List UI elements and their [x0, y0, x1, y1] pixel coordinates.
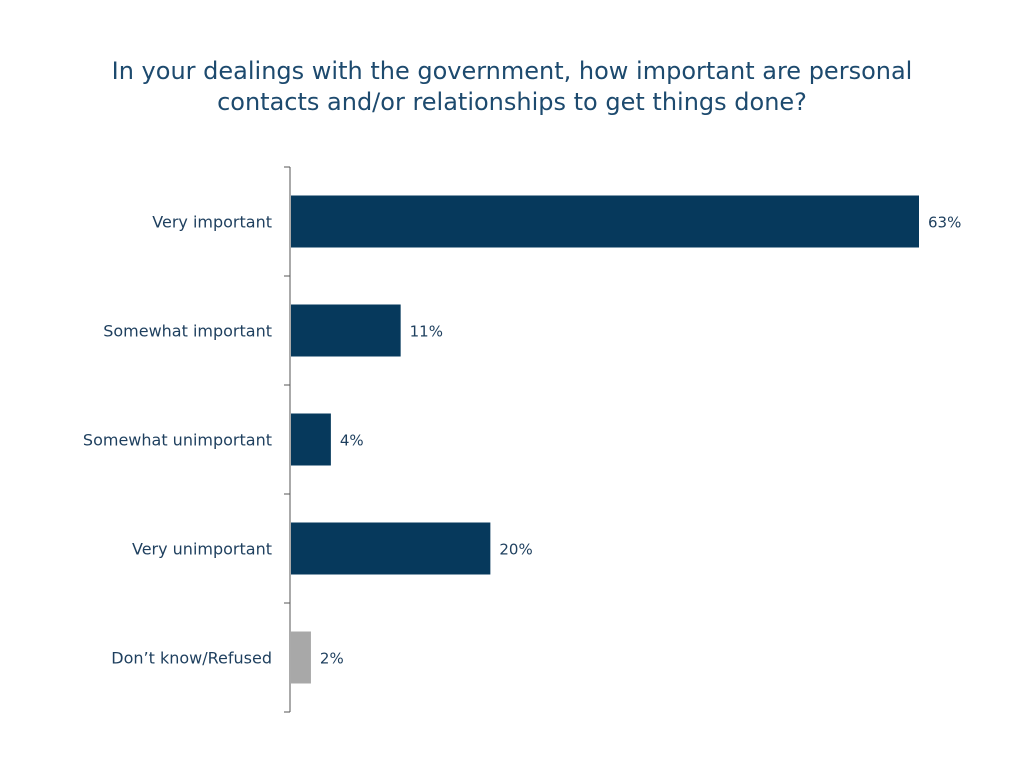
bar [291, 522, 491, 575]
y-axis [284, 166, 291, 713]
category-label: Very unimportant [132, 540, 272, 559]
chart-title-line-2: contacts and/or relationships to get thi… [217, 88, 807, 116]
category-labels: Very important Somewhat important Somewhat… [83, 213, 272, 668]
bars [291, 195, 919, 684]
data-label: 2% [320, 650, 344, 668]
data-label: 63% [928, 214, 961, 232]
bar [291, 631, 311, 684]
data-label: 4% [340, 432, 364, 450]
chart-title: In your dealings with the government, ho… [40, 56, 984, 118]
data-label: 11% [410, 323, 443, 341]
chart-title-line-1: In your dealings with the government, ho… [111, 57, 913, 85]
bar [291, 195, 919, 248]
category-label: Somewhat important [103, 322, 272, 341]
category-label: Don’t know/Refused [111, 649, 272, 668]
bar [291, 413, 331, 466]
category-label: Somewhat unimportant [83, 431, 272, 450]
value-labels: 63% 11% 4% 20% 2% [320, 214, 961, 668]
bar [291, 304, 401, 357]
data-label: 20% [499, 541, 532, 559]
category-label: Very important [152, 213, 272, 232]
